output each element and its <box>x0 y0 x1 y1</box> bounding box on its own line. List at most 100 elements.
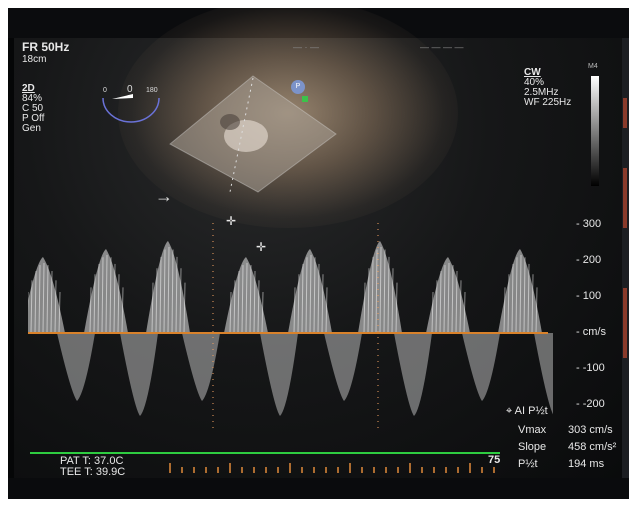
spectrum-strand <box>371 256 374 334</box>
spectrum-strand <box>167 246 170 334</box>
mode-2d-title: 2D <box>22 83 35 94</box>
velocity-tick-label: - -100 <box>576 362 605 374</box>
spectrum-strand <box>431 292 434 334</box>
velocity-tick-label: - 300 <box>576 218 602 230</box>
cursor-cross-icon: ✛ <box>226 214 237 228</box>
bezel-top <box>8 8 629 38</box>
spectrum-strand <box>535 287 538 334</box>
spectrum-strand <box>515 257 518 334</box>
spectrum-strand <box>245 262 248 334</box>
spectrum-strand <box>511 263 514 334</box>
probe-status-icon <box>302 96 308 102</box>
spectrum-strand <box>101 257 104 334</box>
measurement-key: Slope <box>518 441 547 453</box>
spectrum-strand <box>435 280 438 334</box>
spectrum-strand <box>179 268 182 334</box>
spectrum-reverse-envelope <box>182 333 220 401</box>
spectrum-reverse-envelope <box>260 333 298 416</box>
spectrum-strand <box>97 263 100 334</box>
measurement-key: Vmax <box>518 424 547 436</box>
spectrum-strand <box>50 271 53 334</box>
time-ruler <box>169 463 495 473</box>
spectrum-strand <box>293 287 296 334</box>
spectrum-strand <box>391 268 394 334</box>
mode-2d-preset: Gen <box>22 123 41 134</box>
cursor-cross-icon: ✛ <box>256 240 267 254</box>
probe-label: M4 <box>588 63 598 70</box>
spectrum-strand <box>503 287 506 334</box>
spectrum-strand <box>54 280 57 334</box>
spectrum-strand <box>519 254 522 334</box>
edge-indicator <box>623 168 627 228</box>
spectrum-strand <box>105 254 108 334</box>
spectrum-strand <box>121 287 124 334</box>
velocity-tick-label: - 200 <box>576 254 602 266</box>
ultrasound-screen: — · — — — — — FR 50Hz 18cm 2D 84% C 50 P… <box>8 8 629 499</box>
spectrum-strand <box>253 271 256 334</box>
spectrum-strand <box>395 282 398 334</box>
spectrum-strand <box>42 262 45 334</box>
spectrum-reverse-envelope <box>120 333 158 416</box>
cw-doppler-spectrum <box>28 223 553 433</box>
measurement-value: 194 ms <box>568 458 605 470</box>
spectrum-strand <box>523 257 526 334</box>
spectrum-strand <box>117 274 120 334</box>
spectrum-strand <box>155 268 158 334</box>
edge-indicator <box>623 288 627 358</box>
sweep-speed: 75 <box>488 454 501 466</box>
spectrum-forward-envelope <box>498 249 542 333</box>
spectrum-strand <box>367 268 370 334</box>
velocity-tick-label: - -200 <box>576 398 605 410</box>
spectrum-reverse-envelope <box>57 333 95 401</box>
mode-2d-power: P Off <box>22 113 45 124</box>
spectrum-strand <box>30 280 33 334</box>
spectrum-strand <box>46 265 49 334</box>
velocity-tick-label: - cm/s <box>576 326 606 338</box>
measurement-title-text: AI P½t <box>514 405 548 417</box>
measurement-title: ⌖ AI P½t <box>506 405 548 417</box>
spectrum-strand <box>89 287 92 334</box>
measurement-value: 303 cm/s <box>568 424 613 436</box>
monitor-right-edge <box>622 38 629 478</box>
patient-temperature: PAT T: 37.0C <box>60 455 124 467</box>
mode-cw-frequency: 2.5MHz <box>524 87 559 98</box>
spectrum-strand <box>463 292 466 334</box>
spectrum-reverse-envelope <box>394 333 432 416</box>
spectrum-strand <box>383 249 386 334</box>
spectrum-strand <box>163 249 166 334</box>
gauge-label-mid: 0 <box>127 84 133 95</box>
spectrum-forward-envelope <box>426 257 470 333</box>
spectrum-strand <box>93 274 96 334</box>
mode-2d-params: 2D 84% C 50 P Off Gen <box>22 84 44 134</box>
mode-cw-gain: 40% <box>524 77 545 88</box>
mode-cw-title: CW <box>524 67 541 78</box>
spectrum-strand <box>257 280 260 334</box>
spectrum-reverse-envelope <box>462 333 500 401</box>
spectrum-strand <box>375 249 378 334</box>
spectrum-strand <box>171 249 174 334</box>
spectrum-forward-envelope <box>288 249 332 333</box>
spectrum-strand <box>175 256 178 334</box>
spectrum-strand <box>451 265 454 334</box>
spectrum-strand <box>527 263 530 334</box>
spectrum-strand <box>443 265 446 334</box>
spectrum-strand <box>379 246 382 334</box>
spectrum-strand <box>305 257 308 334</box>
spectrum-strand <box>447 262 450 334</box>
spectrum-forward-envelope <box>224 257 268 333</box>
spectrum-strand <box>229 292 232 334</box>
spectrum-strand <box>507 274 510 334</box>
spectrum-strand <box>233 280 236 334</box>
top-status-left: — · — <box>293 42 319 52</box>
2d-sector-image <box>169 75 337 193</box>
spectrum-strand <box>313 257 316 334</box>
spectrum-strand <box>387 256 390 334</box>
spectrum-strand <box>261 292 264 334</box>
spectrum-strand <box>455 271 458 334</box>
spectrum-strand <box>159 256 162 334</box>
spectrum-strand <box>531 274 534 334</box>
spectrum-strand <box>151 282 154 334</box>
mode-cw-params: CW 40% 2.5MHz WF 225Hz <box>524 68 571 108</box>
spectrum-reverse-envelope <box>534 333 553 415</box>
spectrum-strand <box>34 271 37 334</box>
